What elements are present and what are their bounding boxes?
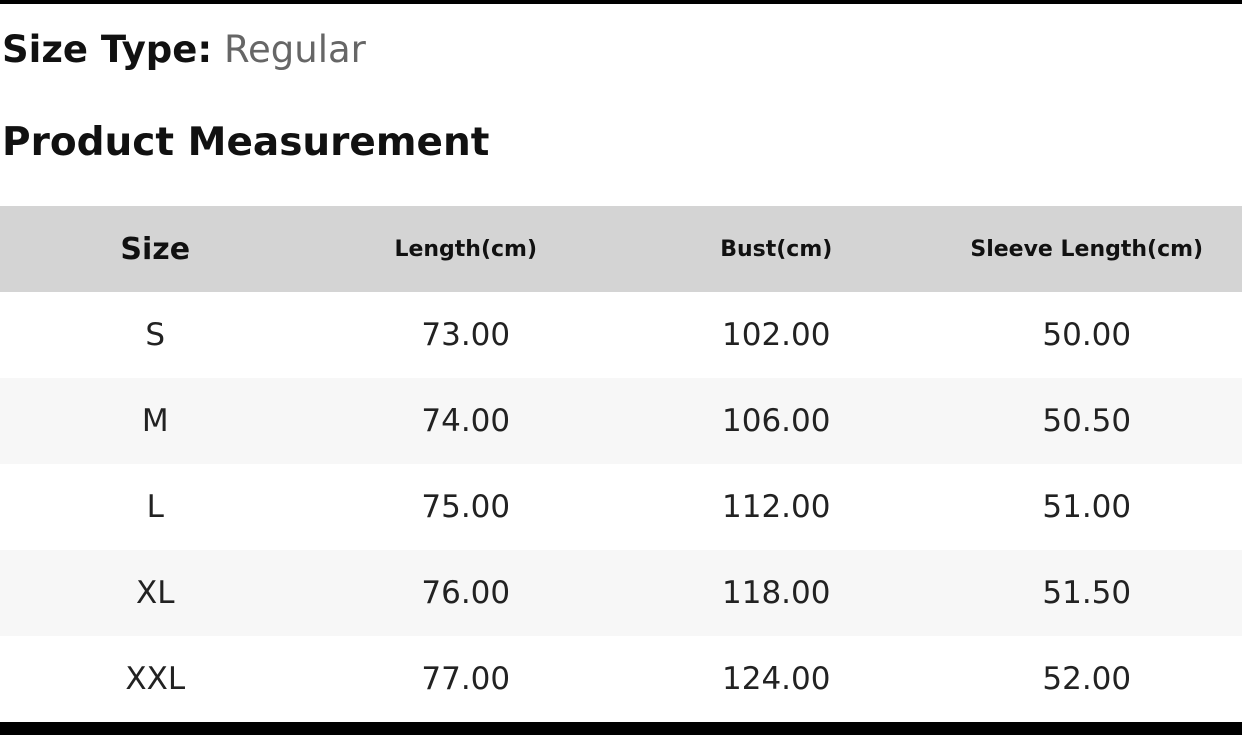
- table-row: L 75.00 112.00 51.00: [0, 464, 1242, 550]
- cell-length: 77.00: [421, 661, 511, 697]
- cell-length: 75.00: [421, 489, 511, 525]
- cell-size: M: [141, 403, 169, 439]
- cell-size: L: [146, 489, 164, 525]
- size-type-label: Size Type:: [2, 28, 213, 71]
- table-header-row: Size Length(cm) Bust(cm) Sleeve Length(c…: [0, 206, 1242, 292]
- bottom-border: [0, 722, 1242, 735]
- cell-bust: 124.00: [722, 661, 831, 697]
- table-row: XXL 77.00 124.00 52.00: [0, 636, 1242, 722]
- cell-size: S: [145, 317, 166, 353]
- cell-bust: 102.00: [722, 317, 831, 353]
- cell-bust: 106.00: [722, 403, 831, 439]
- size-type: Size Type: Regular: [2, 26, 366, 74]
- header-bust: Bust(cm): [720, 236, 833, 262]
- cell-length: 74.00: [421, 403, 511, 439]
- table-row: M 74.00 106.00 50.50: [0, 378, 1242, 464]
- cell-size: XL: [135, 575, 175, 611]
- measurement-table: Size Length(cm) Bust(cm) Sleeve Length(c…: [0, 206, 1242, 722]
- cell-sleeve-length: 50.00: [1042, 317, 1132, 353]
- cell-length: 73.00: [421, 317, 511, 353]
- header-sleeve-length: Sleeve Length(cm): [970, 236, 1204, 262]
- header-size: Size: [120, 231, 191, 267]
- cell-sleeve-length: 51.00: [1042, 489, 1132, 525]
- section-title: Product Measurement: [2, 120, 490, 165]
- size-type-value: Regular: [223, 28, 366, 71]
- cell-size: XXL: [125, 661, 186, 697]
- cell-sleeve-length: 50.50: [1042, 403, 1132, 439]
- header-length: Length(cm): [394, 236, 538, 262]
- cell-sleeve-length: 51.50: [1042, 575, 1132, 611]
- cell-length: 76.00: [421, 575, 511, 611]
- cell-sleeve-length: 52.00: [1042, 661, 1132, 697]
- table-row: S 73.00 102.00 50.00: [0, 292, 1242, 378]
- cell-bust: 118.00: [722, 575, 831, 611]
- table-row: XL 76.00 118.00 51.50: [0, 550, 1242, 636]
- top-border: [0, 0, 1242, 4]
- cell-bust: 112.00: [722, 489, 831, 525]
